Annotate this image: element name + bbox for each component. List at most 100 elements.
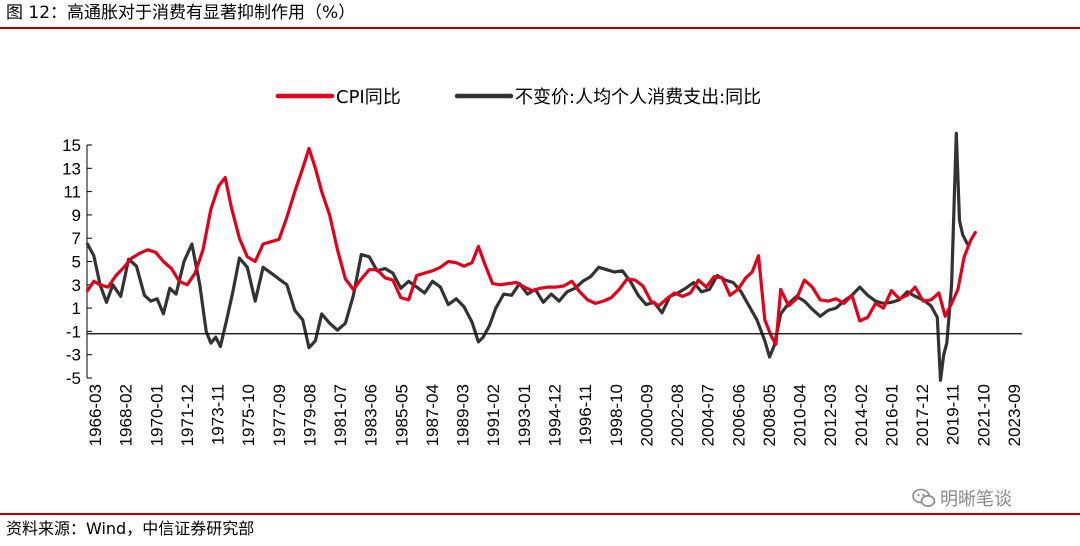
cpi-point <box>286 216 288 218</box>
x-tick-label: 1993-01 <box>515 384 534 446</box>
x-tick-label: 1975-10 <box>239 384 258 446</box>
consumption-point <box>156 298 158 300</box>
cpi-point <box>492 283 494 285</box>
consumption-point <box>477 341 479 343</box>
consumption-point <box>143 294 145 296</box>
consumption-point <box>308 347 310 349</box>
legend-label-cpi: CPI同比 <box>336 87 401 108</box>
cpi-point <box>202 249 204 251</box>
cpi-point <box>162 260 164 263</box>
consumption-point <box>930 305 932 307</box>
cpi-point <box>262 243 264 245</box>
cpi-point <box>368 269 370 271</box>
legend: CPI同比 不变价:人均个人消费支出:同比 <box>275 87 761 108</box>
cpi-point <box>974 231 976 233</box>
y-tick-label: 3 <box>72 276 81 295</box>
consumption-point <box>511 294 513 296</box>
cpi-point <box>531 290 533 292</box>
cpi-point <box>376 269 378 271</box>
cpi-point <box>587 299 589 301</box>
consumption-point <box>827 309 829 311</box>
cpi-line <box>85 146 977 346</box>
cpi-point <box>254 260 256 263</box>
x-tick-label: 1968-02 <box>117 384 136 446</box>
cpi-point <box>650 300 652 302</box>
cpi-point <box>827 300 829 302</box>
consumption-point <box>482 336 484 338</box>
cpi-point <box>218 185 220 187</box>
cpi-point <box>238 237 240 239</box>
x-tick-label: 1971-12 <box>178 384 197 446</box>
consumption-point <box>566 291 568 293</box>
cpi-point <box>626 278 628 280</box>
cpi-point <box>224 177 226 179</box>
consumption-point <box>558 300 560 302</box>
consumption-point <box>685 287 687 289</box>
x-tick-label: 2016-01 <box>882 384 901 446</box>
cpi-point <box>788 305 790 307</box>
cpi-point <box>944 315 946 317</box>
cpi-point <box>882 307 885 309</box>
consumption-point <box>764 340 766 342</box>
cpi-point <box>803 279 806 281</box>
y-tick-label: -5 <box>66 369 81 388</box>
cpi-point <box>416 274 418 277</box>
consumption-point <box>951 284 953 286</box>
cpi-point <box>360 278 362 280</box>
cpi-point <box>507 283 509 285</box>
cpi-point <box>705 286 707 288</box>
cpi-point <box>811 286 813 288</box>
consumption-point <box>708 288 711 291</box>
cpi-point <box>352 288 354 291</box>
cpi-point <box>194 272 196 274</box>
consumption-point <box>867 294 869 296</box>
consumption-line <box>85 131 970 382</box>
consumption-point <box>183 260 185 263</box>
consumption-point <box>859 286 861 288</box>
consumption-point <box>890 301 893 303</box>
consumption-point <box>526 293 529 295</box>
consumption-point <box>150 300 152 302</box>
cpi-point <box>230 207 233 209</box>
consumption-point <box>219 345 221 348</box>
x-tick-label: 2023-09 <box>1005 384 1024 446</box>
consumption-point <box>748 305 750 307</box>
consumption-point <box>135 265 138 267</box>
consumption-point <box>756 319 758 321</box>
cpi-point <box>859 320 861 322</box>
y-tick-label: 9 <box>72 206 81 225</box>
cpi-point <box>515 281 518 284</box>
x-tick-label: 2012-03 <box>821 384 840 446</box>
consumption-point <box>582 280 584 282</box>
cpi-point <box>906 294 908 296</box>
cpi-point <box>302 167 304 169</box>
x-tick-label: 1981-07 <box>331 384 350 446</box>
x-tick-label: 1979-08 <box>300 384 319 446</box>
cpi-point <box>780 288 782 291</box>
cpi-point <box>123 266 125 268</box>
cpi-point <box>270 241 272 243</box>
cpi-point <box>294 191 296 193</box>
cpi-point <box>634 279 636 281</box>
cpi-point <box>463 265 465 267</box>
consumption-point <box>431 280 434 282</box>
consumption-point <box>740 291 742 293</box>
consumption-point <box>542 301 544 303</box>
cpi-point <box>729 294 731 296</box>
x-tick-label: 1973-11 <box>209 384 228 445</box>
cpi-point <box>898 298 900 300</box>
consumption-point <box>175 293 177 295</box>
cpi-point <box>951 302 953 304</box>
cpi-point <box>594 302 597 304</box>
consumption-point <box>416 286 418 288</box>
cpi-point <box>795 298 798 300</box>
consumption-point <box>732 281 734 284</box>
consumption-point <box>215 336 217 338</box>
consumption-point <box>368 256 370 258</box>
consumption-point <box>226 319 228 321</box>
consumption-point <box>590 276 592 278</box>
cpi-point <box>439 266 441 268</box>
cpi-point <box>875 302 877 304</box>
cpi-point <box>970 239 972 242</box>
x-tick-label: 2021-10 <box>974 384 993 446</box>
